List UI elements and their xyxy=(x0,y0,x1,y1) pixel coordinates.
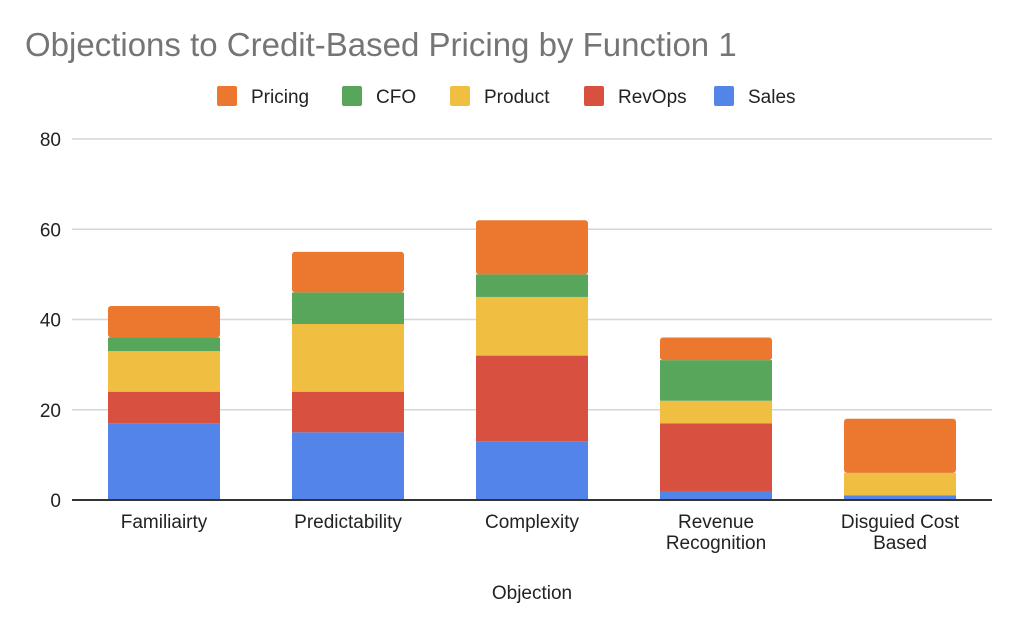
y-tick-label: 0 xyxy=(50,491,61,512)
bar-segment-product xyxy=(476,296,588,356)
bars xyxy=(108,220,956,500)
chart-title: Objections to Credit-Based Pricing by Fu… xyxy=(25,26,737,63)
bar-segment-cfo xyxy=(292,292,404,325)
x-tick-label: Predictability xyxy=(294,512,402,533)
legend-swatch-revops xyxy=(584,86,604,106)
bar-segment-revops xyxy=(660,423,772,491)
bar-segment-cfo xyxy=(108,337,220,352)
bar-segment-sales xyxy=(476,441,588,500)
legend-swatch-product xyxy=(450,86,470,106)
legend-label-sales: Sales xyxy=(748,87,796,108)
bar-segment-pricing xyxy=(660,337,772,361)
legend-label-revops: RevOps xyxy=(618,87,687,108)
bar-segment-product xyxy=(844,472,956,496)
y-tick-label: 40 xyxy=(40,311,61,332)
bar-segment-cfo xyxy=(660,360,772,401)
bar-segment-sales xyxy=(844,495,956,500)
x-tick-label: Disguied Cost xyxy=(841,512,960,533)
x-tick-label: Revenue xyxy=(678,512,754,533)
legend-label-pricing: Pricing xyxy=(251,87,309,108)
bar-segment-product xyxy=(292,324,404,392)
legend-swatch-pricing xyxy=(217,86,237,106)
bar-segment-pricing xyxy=(292,251,404,293)
x-tick-label: Recognition xyxy=(666,533,766,554)
bar-segment-pricing xyxy=(476,220,588,275)
bar-segment-product xyxy=(660,400,772,424)
legend-label-cfo: CFO xyxy=(376,87,416,108)
bar-segment-pricing xyxy=(844,418,956,473)
bar-segment-revops xyxy=(292,391,404,433)
y-tick-label: 60 xyxy=(40,220,61,241)
axes: 0 20 40 60 80 Familiairty Predictability Comple… xyxy=(40,130,992,554)
legend-swatch-cfo xyxy=(342,86,362,106)
bar-segment-product xyxy=(108,351,220,392)
bar-segment-revops xyxy=(476,355,588,442)
bar-segment-cfo xyxy=(476,274,588,297)
legend-label-product: Product xyxy=(484,87,550,108)
x-tick-label: Familiairty xyxy=(121,512,208,533)
legend-swatch-sales xyxy=(714,86,734,106)
x-axis-title: Objection xyxy=(492,583,572,604)
bar-segment-pricing xyxy=(108,305,220,338)
x-tick-label: Based xyxy=(873,533,927,554)
y-tick-label: 80 xyxy=(40,130,61,151)
bar-segment-sales xyxy=(108,423,220,500)
y-tick-label: 20 xyxy=(40,401,61,422)
bar-segment-revops xyxy=(108,391,220,424)
bar-segment-sales xyxy=(660,490,772,500)
x-tick-label: Complexity xyxy=(485,512,579,533)
bar-segment-sales xyxy=(292,432,404,500)
legend: Pricing CFO Product RevOps Sales xyxy=(217,86,796,108)
